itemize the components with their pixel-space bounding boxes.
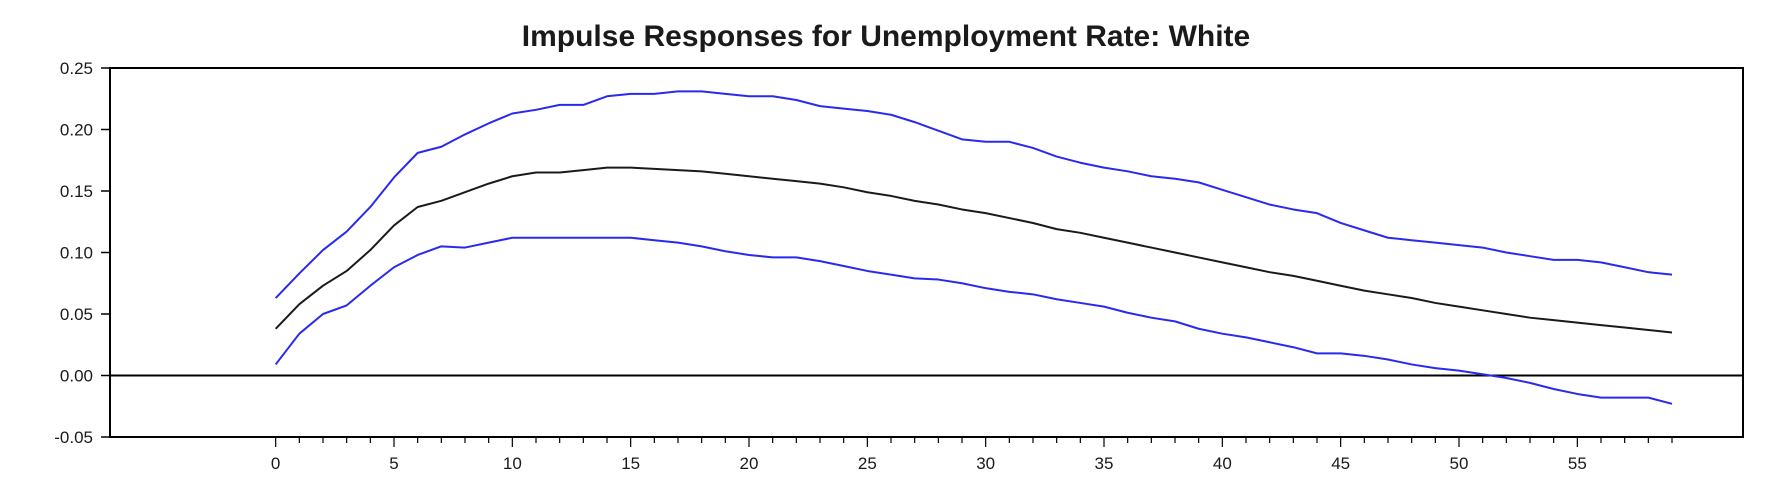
x-tick-label: 50 — [1450, 454, 1469, 473]
y-tick-label: 0.10 — [60, 244, 93, 263]
series-group — [274, 90, 1673, 405]
x-tick-label: 15 — [621, 454, 640, 473]
x-tick-label: 55 — [1568, 454, 1587, 473]
y-tick-label: 0.25 — [60, 59, 93, 78]
chart-title: Impulse Responses for Unemployment Rate:… — [522, 20, 1250, 53]
x-tick-label: 10 — [503, 454, 522, 473]
series-line-response — [274, 166, 1673, 334]
plot-area-frame — [109, 67, 1744, 438]
series-line-upper — [274, 90, 1673, 299]
y-axis: -0.05 0.00 0.05 0.10 0.15 0.20 0.25 — [54, 59, 110, 447]
x-tick-label: 35 — [1095, 454, 1114, 473]
y-tick-label: 0.05 — [60, 305, 93, 324]
x-tick-label: 20 — [740, 454, 759, 473]
x-tick-label: 0 — [271, 454, 280, 473]
y-tick-label: 0.15 — [60, 182, 93, 201]
y-tick-label: -0.05 — [54, 428, 93, 447]
x-tick-label: 40 — [1213, 454, 1232, 473]
x-axis: 0 5 10 15 20 25 30 35 40 45 50 55 — [271, 437, 1673, 473]
x-tick-label: 25 — [858, 454, 877, 473]
x-tick-label: 45 — [1331, 454, 1350, 473]
y-tick-label: 0.00 — [60, 367, 93, 386]
x-tick-label: 5 — [389, 454, 398, 473]
y-tick-label: 0.20 — [60, 121, 93, 140]
series-line-lower — [274, 236, 1673, 405]
x-tick-label: 30 — [976, 454, 995, 473]
